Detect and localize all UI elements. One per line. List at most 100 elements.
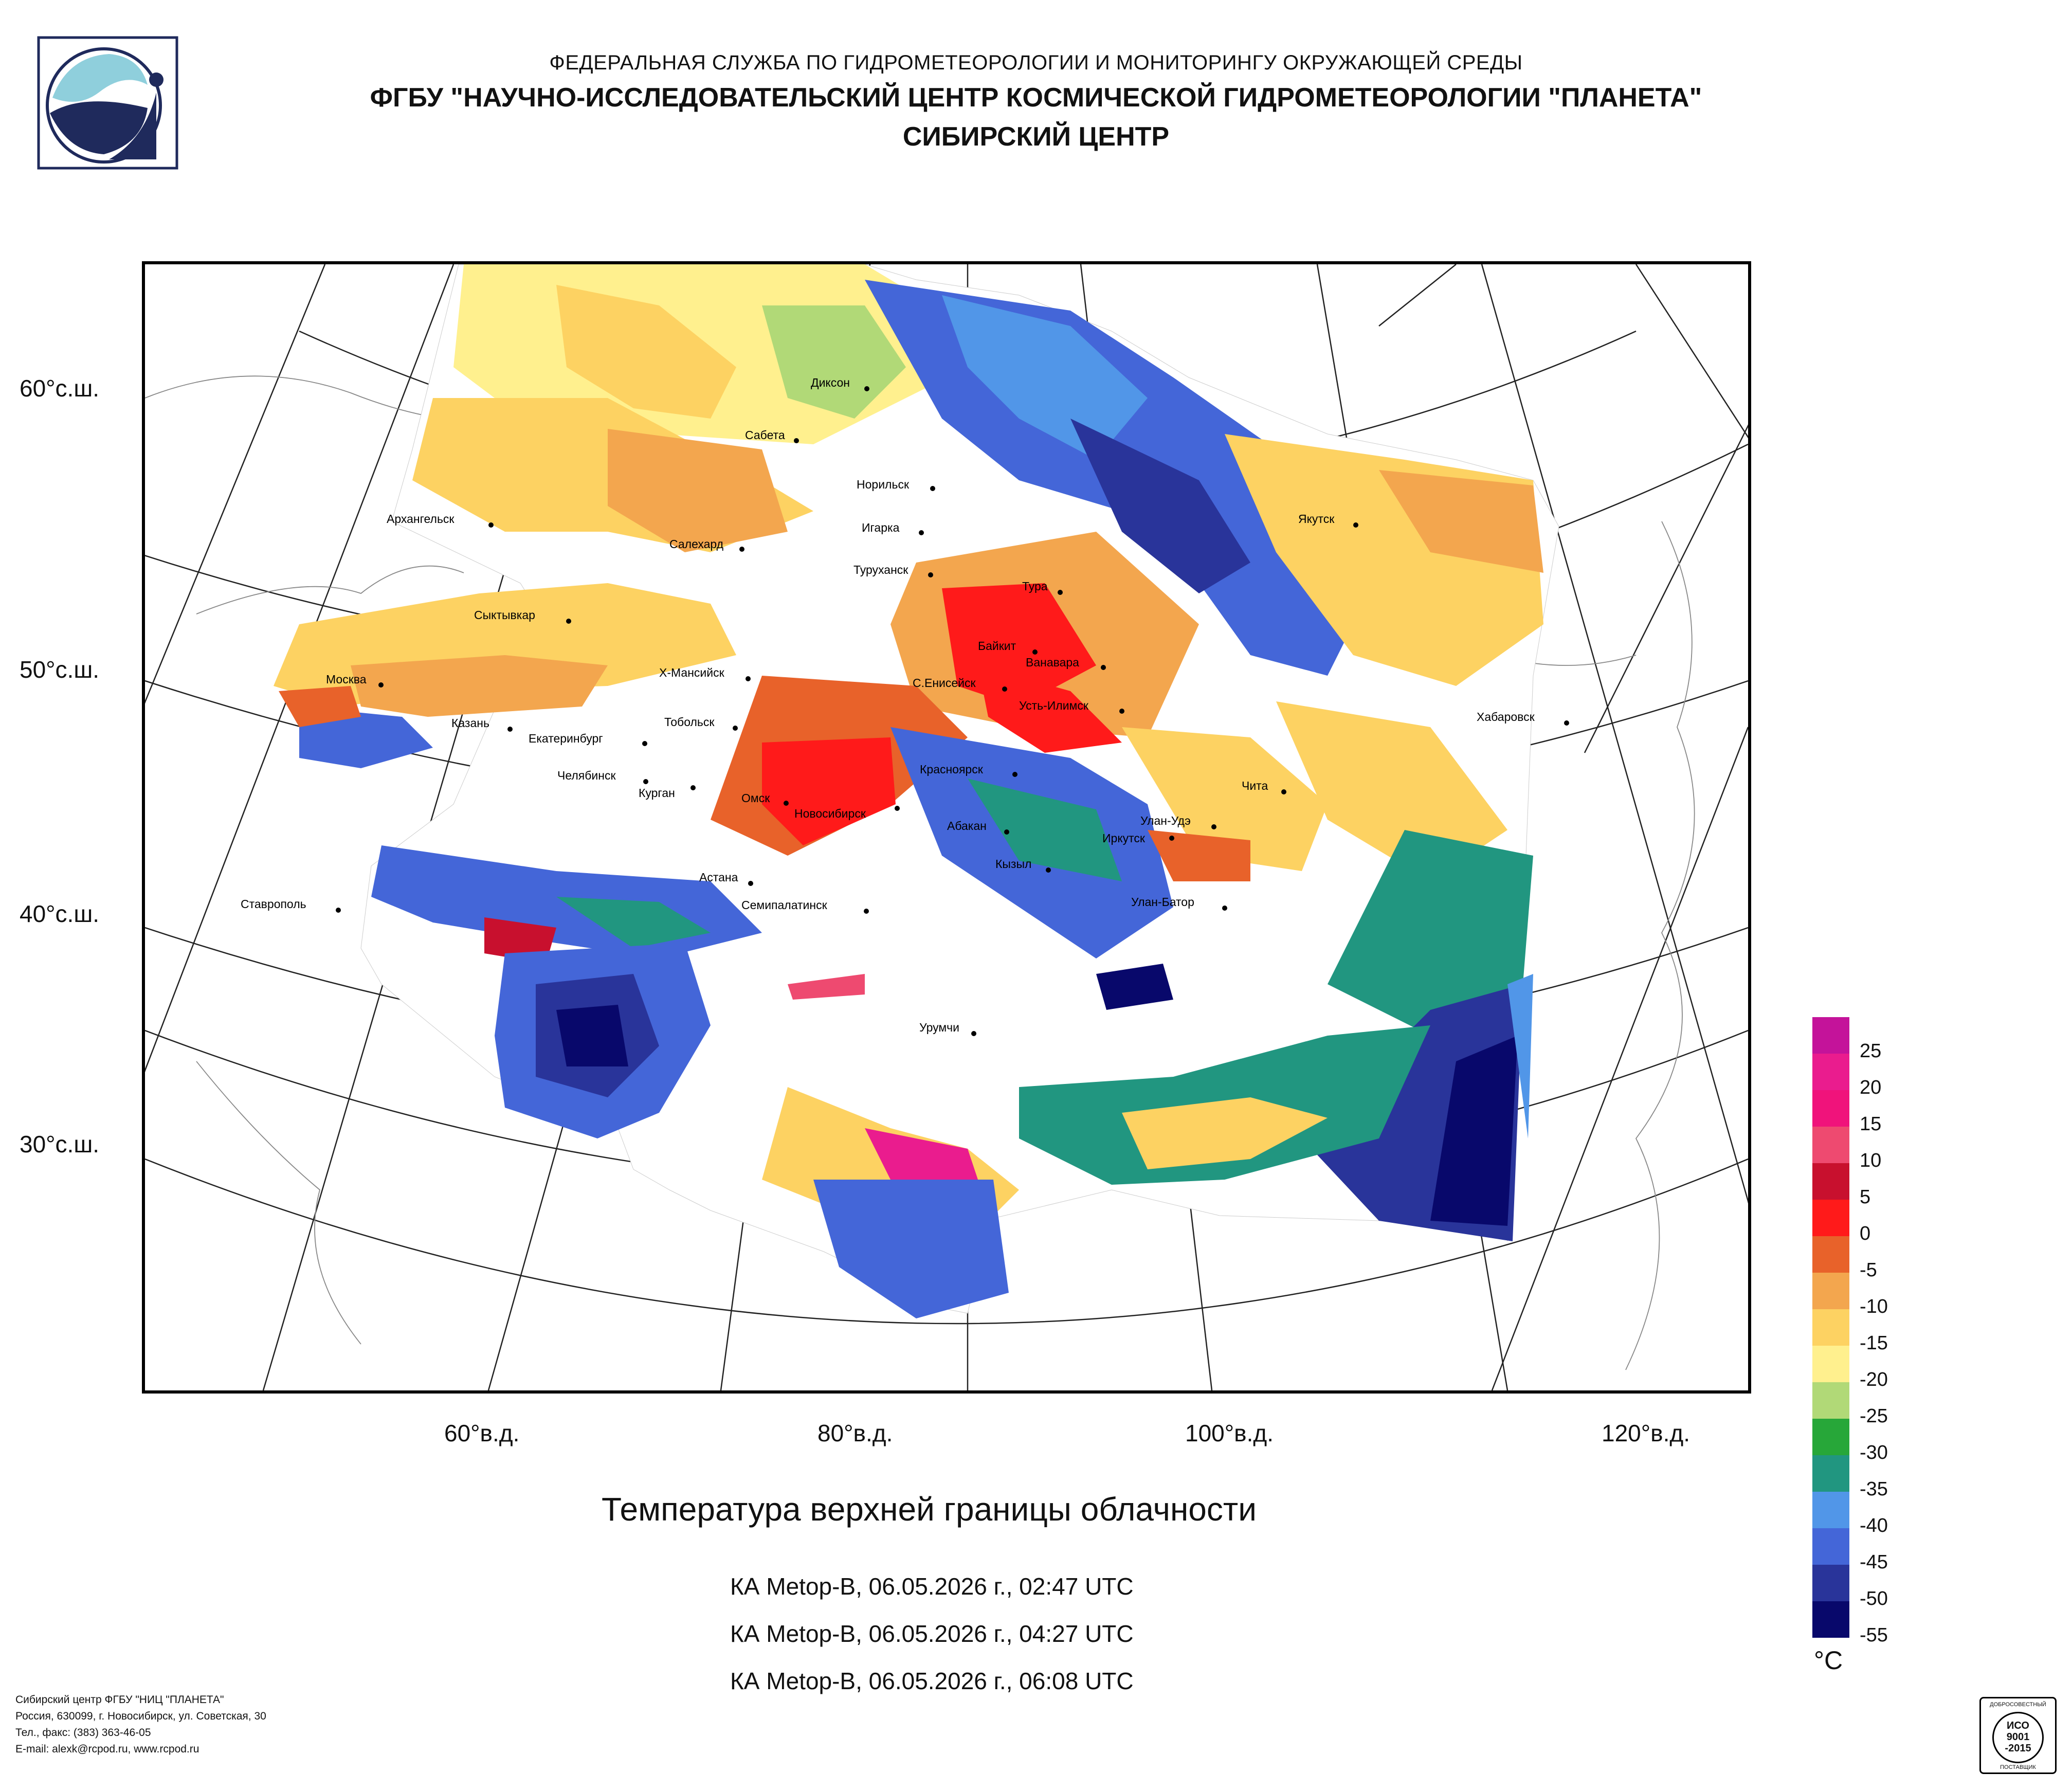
svg-text:Красноярск: Красноярск [920,763,984,776]
lon-label-120: 120°в.д. [1602,1420,1690,1446]
svg-text:Чита: Чита [1242,779,1268,792]
svg-text:Екатеринбург: Екатеринбург [529,732,603,745]
lat-label-40: 40°с.ш. [20,900,100,927]
svg-text:Тобольск: Тобольск [664,715,715,729]
iso-badge-top: ДОБРОСОВЕСТНЫЙ [1990,1702,2046,1708]
iso-certification-badge: ДОБРОСОВЕСТНЫЙ ИСО 9001 -2015 ПОСТАВЩИК [1979,1697,2057,1774]
svg-text:Урумчи: Урумчи [919,1021,959,1034]
footer-contact: Сибирский центр ФГБУ "НИЦ "ПЛАНЕТА" Росс… [15,1692,266,1758]
city-khabarovsk: Хабаровск [1477,710,1569,726]
city-chelyabinsk: Челябинск [557,769,648,784]
legend-swatch [1812,1017,1849,1054]
svg-text:С.Енисейск: С.Енисейск [913,676,976,690]
cloud-imagery [274,264,1559,1318]
svg-text:Х-Мансийск: Х-Мансийск [659,666,725,679]
svg-text:Игарка: Игарка [862,521,900,534]
legend-swatch [1812,1601,1849,1638]
svg-text:Норильск: Норильск [857,478,910,491]
svg-text:Тура: Тура [1022,580,1048,593]
legend-label: -55 [1860,1624,1888,1646]
legend-label: 20 [1860,1077,1882,1098]
legend-label: -45 [1860,1551,1888,1573]
legend-swatch [1812,1090,1849,1127]
lon-label-60: 60°в.д. [444,1420,520,1446]
svg-text:Диксон: Диксон [811,376,850,389]
legend-label: 0 [1860,1223,1871,1244]
svg-text:Омск: Омск [741,791,770,805]
city-ulan-bator: Улан-Батор [1131,895,1227,911]
legend-label: -5 [1860,1259,1877,1281]
city-irkutsk: Иркутск [1102,831,1174,845]
svg-text:Москва: Москва [326,673,367,686]
city-ulan-ude: Улан-Удэ [1140,814,1216,829]
city-astana: Астана [699,871,753,886]
svg-text:Челябинск: Челябинск [557,769,616,782]
lat-label-60: 60°с.ш. [20,375,100,402]
city-kurgan: Курган [639,785,696,800]
city-kyzyl: Кызыл [995,857,1051,873]
legend-label: 5 [1860,1186,1871,1208]
legend-label: 15 [1860,1113,1882,1135]
svg-text:Улан-Батор: Улан-Батор [1131,895,1194,909]
city-yakutsk: Якутск [1298,512,1358,528]
svg-text:Ставрополь: Ставрополь [241,897,306,911]
pass-line: КА Metop-B, 06.05.2026 г., 06:08 UTC [730,1668,1134,1694]
planeta-logo-icon [37,36,178,170]
city-yekaterinburg: Екатеринбург [529,732,647,746]
institute-title: ФГБУ "НАУЧНО-ИССЛЕДОВАТЕЛЬСКИЙ ЦЕНТР КОС… [370,83,1702,113]
legend-swatch [1812,1346,1849,1382]
city-urumqi: Урумчи [919,1021,976,1036]
svg-text:Байкит: Байкит [978,639,1016,653]
city-norilsk: Норильск [857,478,935,491]
lat-label-50: 50°с.ш. [20,656,100,683]
city-layer: Диксон Сабета Норильск Игарка Салехард А… [241,376,1569,1036]
city-khanty-mansiysk: Х-Мансийск [659,666,751,681]
product-title: Температура верхней границы облачности [602,1491,1257,1528]
svg-text:Курган: Курган [639,786,675,800]
legend-swatch [1812,1455,1849,1492]
legend-swatch [1812,1127,1849,1163]
legend-label: -20 [1860,1369,1888,1390]
svg-text:Архангельск: Архангельск [387,512,455,526]
legend-label: -50 [1860,1588,1888,1609]
legend-label: 10 [1860,1150,1882,1171]
lon-label-80: 80°в.д. [817,1420,893,1446]
iso-seal-icon [1992,1712,2044,1763]
city-chita: Чита [1242,779,1286,794]
svg-text:Казань: Казань [451,716,489,730]
legend-label: 25 [1860,1040,1882,1062]
lon-label-100: 100°в.д. [1185,1420,1274,1446]
svg-text:Абакан: Абакан [947,819,987,833]
svg-text:Новосибирск: Новосибирск [794,807,866,820]
footer-email: E-mail: alexk@rcpod.ru, www.rcpod.ru [15,1743,199,1755]
city-stavropol: Ставрополь [241,897,341,913]
footer-address: Россия, 630099, г. Новосибирск, ул. Сове… [15,1710,266,1722]
svg-text:Семипалатинск: Семипалатинск [741,898,828,912]
city-abakan: Абакан [947,819,1009,835]
city-arkhangelsk: Архангельск [387,512,494,528]
svg-text:Астана: Астана [699,871,738,884]
pass-line: КА Metop-B, 06.05.2026 г., 04:27 UTC [730,1620,1134,1647]
city-vanavara: Ванавара [1026,656,1106,670]
legend-swatch [1812,1200,1849,1236]
city-dikson: Диксон [811,376,869,391]
svg-text:Хабаровск: Хабаровск [1477,710,1535,723]
legend-label: -10 [1860,1296,1888,1317]
svg-text:Салехард: Салехард [669,537,724,551]
legend-label: -35 [1860,1478,1888,1500]
svg-text:Кызыл: Кызыл [995,857,1031,871]
svg-text:Якутск: Якутск [1298,512,1335,526]
city-tobolsk: Тобольск [664,715,738,731]
footer-phone: Тел., факс: (383) 363-46-05 [15,1727,151,1739]
svg-text:Туруханск: Туруханск [853,563,908,576]
legend-swatch [1812,1419,1849,1455]
city-salekhard: Салехард [669,537,744,552]
city-syktyvkar: Сыктывкар [474,608,571,624]
city-krasnoyarsk: Красноярск [920,763,1017,777]
city-tura: Тура [1022,580,1063,595]
svg-text:Ванавара: Ванавара [1026,656,1079,669]
legend-swatch [1812,1382,1849,1419]
svg-text:Улан-Удэ: Улан-Удэ [1140,814,1191,827]
legend-swatch [1812,1528,1849,1565]
legend-swatch [1812,1492,1849,1528]
